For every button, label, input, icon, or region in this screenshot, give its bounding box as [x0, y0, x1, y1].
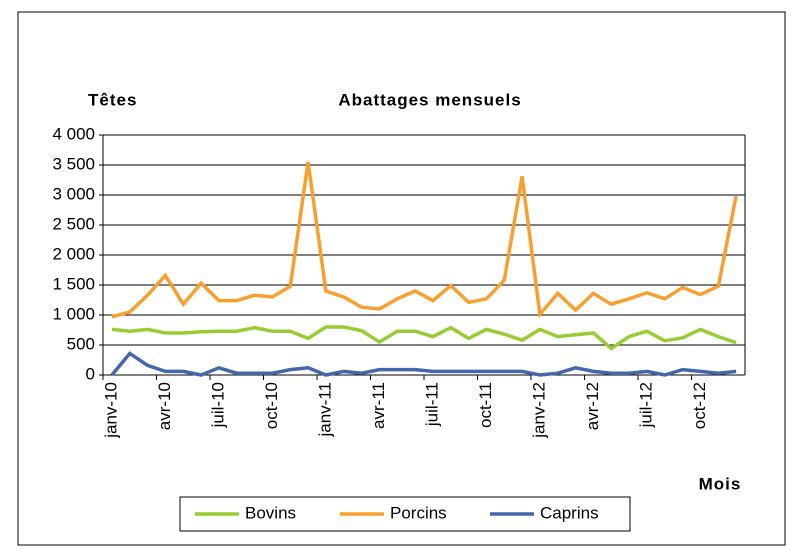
line-series — [110, 351, 737, 377]
x-tick-label: avr-11 — [369, 382, 388, 429]
y-tick-label: 500 — [67, 334, 95, 353]
y-tick-label: 3 500 — [52, 154, 95, 173]
legend-label: Bovins — [245, 503, 296, 522]
legend-box — [179, 496, 631, 532]
x-axis-title: Mois — [699, 474, 742, 493]
legend-label: Caprins — [540, 503, 599, 522]
y-tick-label: 1 000 — [52, 304, 95, 323]
y-axis-title: Têtes — [88, 90, 137, 109]
y-tick-label: 2 000 — [52, 244, 95, 263]
x-tick-label: avr-12 — [583, 382, 602, 430]
y-tick-label: 2 500 — [52, 214, 95, 233]
x-tick-label: oct-10 — [262, 382, 281, 429]
x-tick-label: oct-12 — [690, 382, 709, 429]
x-tick-label: janv-12 — [529, 382, 548, 439]
y-tick-label: 4 000 — [52, 124, 95, 143]
y-tick-label: 3 000 — [52, 184, 95, 203]
line-series — [111, 161, 738, 319]
x-tick-label: janv-11 — [315, 382, 334, 438]
x-tick-label: juil-11 — [422, 382, 441, 427]
y-tick-label: 1 500 — [52, 274, 95, 293]
legend-label: Porcins — [390, 503, 447, 522]
x-tick-label: janv-10 — [101, 382, 120, 439]
line-series — [111, 325, 737, 351]
x-tick-label: juil-12 — [636, 382, 655, 428]
chart-frame — [17, 11, 786, 546]
x-tick-label: oct-11 — [476, 382, 495, 428]
y-tick-label: 0 — [86, 364, 95, 383]
x-tick-label: avr-10 — [155, 382, 174, 430]
chart-title: Abattages mensuels — [338, 90, 521, 109]
x-tick-label: juil-10 — [208, 382, 227, 428]
